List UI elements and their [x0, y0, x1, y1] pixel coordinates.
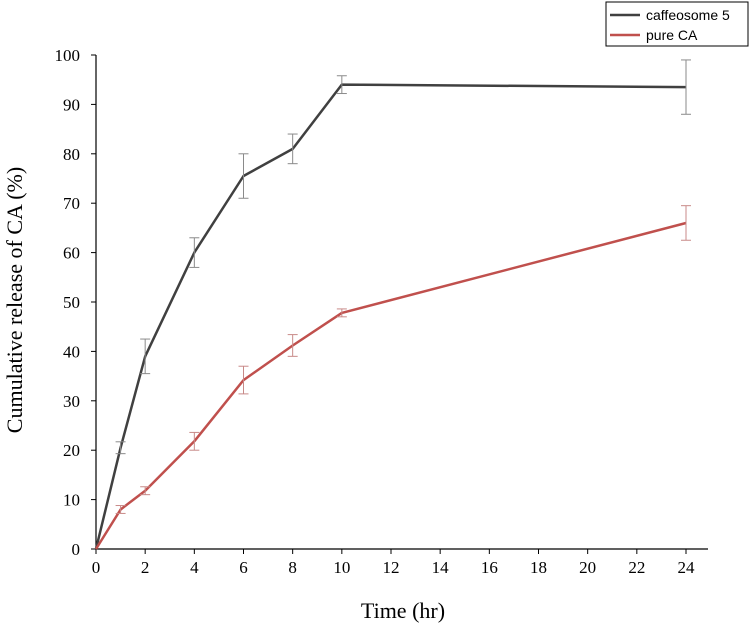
x-tick-label: 24 [678, 558, 696, 577]
y-tick-label: 80 [63, 145, 80, 164]
error-bar [189, 237, 200, 268]
y-tick-label: 40 [63, 342, 80, 361]
error-bar [115, 441, 126, 455]
legend-label-caffeosome: caffeosome 5 [646, 7, 730, 23]
x-tick-label: 8 [288, 558, 297, 577]
y-tick-label: 0 [72, 540, 81, 559]
x-tick-label: 12 [383, 558, 400, 577]
x-tick-label: 14 [432, 558, 450, 577]
y-tick-label: 10 [63, 491, 80, 510]
y-tick-label: 50 [63, 293, 80, 312]
error-bar [238, 365, 249, 395]
x-tick-label: 10 [333, 558, 350, 577]
legend-label-pure-ca: pure CA [646, 27, 698, 43]
error-bar [681, 205, 691, 241]
series-0 [94, 59, 691, 550]
legend-box [605, 1, 749, 47]
y-tick-label: 70 [63, 194, 80, 213]
y-tick-label: 20 [63, 441, 80, 460]
y-tick-label: 30 [63, 392, 80, 411]
series-line [94, 83, 687, 550]
error-bar [140, 338, 151, 375]
y-tick-label: 90 [63, 95, 80, 114]
error-bar [189, 431, 200, 451]
error-bar [140, 486, 151, 496]
axes [95, 55, 708, 550]
error-bar [336, 308, 347, 318]
error-bar [287, 334, 298, 357]
error-bar [336, 75, 347, 95]
y-tick-label: 100 [55, 46, 81, 65]
error-bar [287, 133, 298, 165]
error-bar [681, 59, 691, 115]
y-axis-title: Cumulative release of CA (%) [2, 167, 27, 433]
x-tick-label: 18 [530, 558, 547, 577]
series-line [94, 221, 687, 550]
series-layer [94, 59, 691, 550]
y-tick-label: 60 [63, 244, 80, 263]
x-tick-label: 22 [628, 558, 645, 577]
x-tick-label: 6 [239, 558, 248, 577]
error-bar [238, 153, 249, 199]
x-tick-label: 16 [481, 558, 498, 577]
x-tick-label: 4 [190, 558, 199, 577]
x-tick-label: 0 [92, 558, 101, 577]
x-tick-label: 2 [141, 558, 150, 577]
legend: caffeosome 5 pure CA [605, 1, 749, 47]
error-bar [115, 505, 126, 514]
series-1 [94, 205, 691, 550]
x-axis-title: Time (hr) [361, 598, 445, 623]
x-tick-label: 20 [579, 558, 596, 577]
